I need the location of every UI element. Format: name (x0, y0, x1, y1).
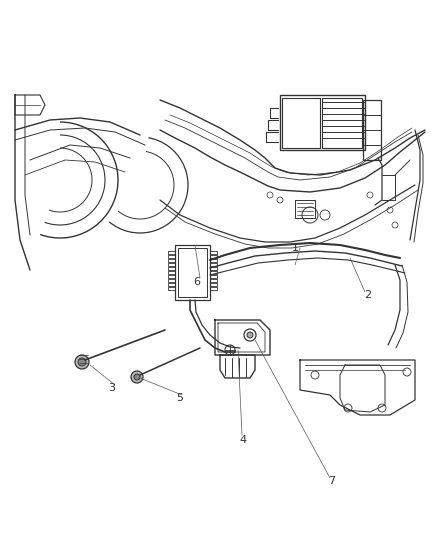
Bar (175, 245, 210, 300)
Bar (363, 100, 381, 160)
Bar (178, 248, 207, 297)
Circle shape (131, 371, 143, 383)
Circle shape (75, 355, 89, 369)
Bar (322, 98, 362, 148)
Text: 3: 3 (109, 383, 116, 393)
Text: 6: 6 (194, 277, 201, 287)
Text: 7: 7 (328, 476, 336, 486)
Circle shape (134, 374, 140, 380)
Bar (282, 98, 320, 148)
Bar (280, 95, 365, 150)
Circle shape (78, 358, 86, 366)
Text: 2: 2 (364, 290, 371, 300)
Text: 5: 5 (177, 393, 184, 403)
Text: 4: 4 (240, 435, 247, 445)
Text: 1: 1 (292, 243, 299, 253)
Circle shape (247, 332, 253, 338)
